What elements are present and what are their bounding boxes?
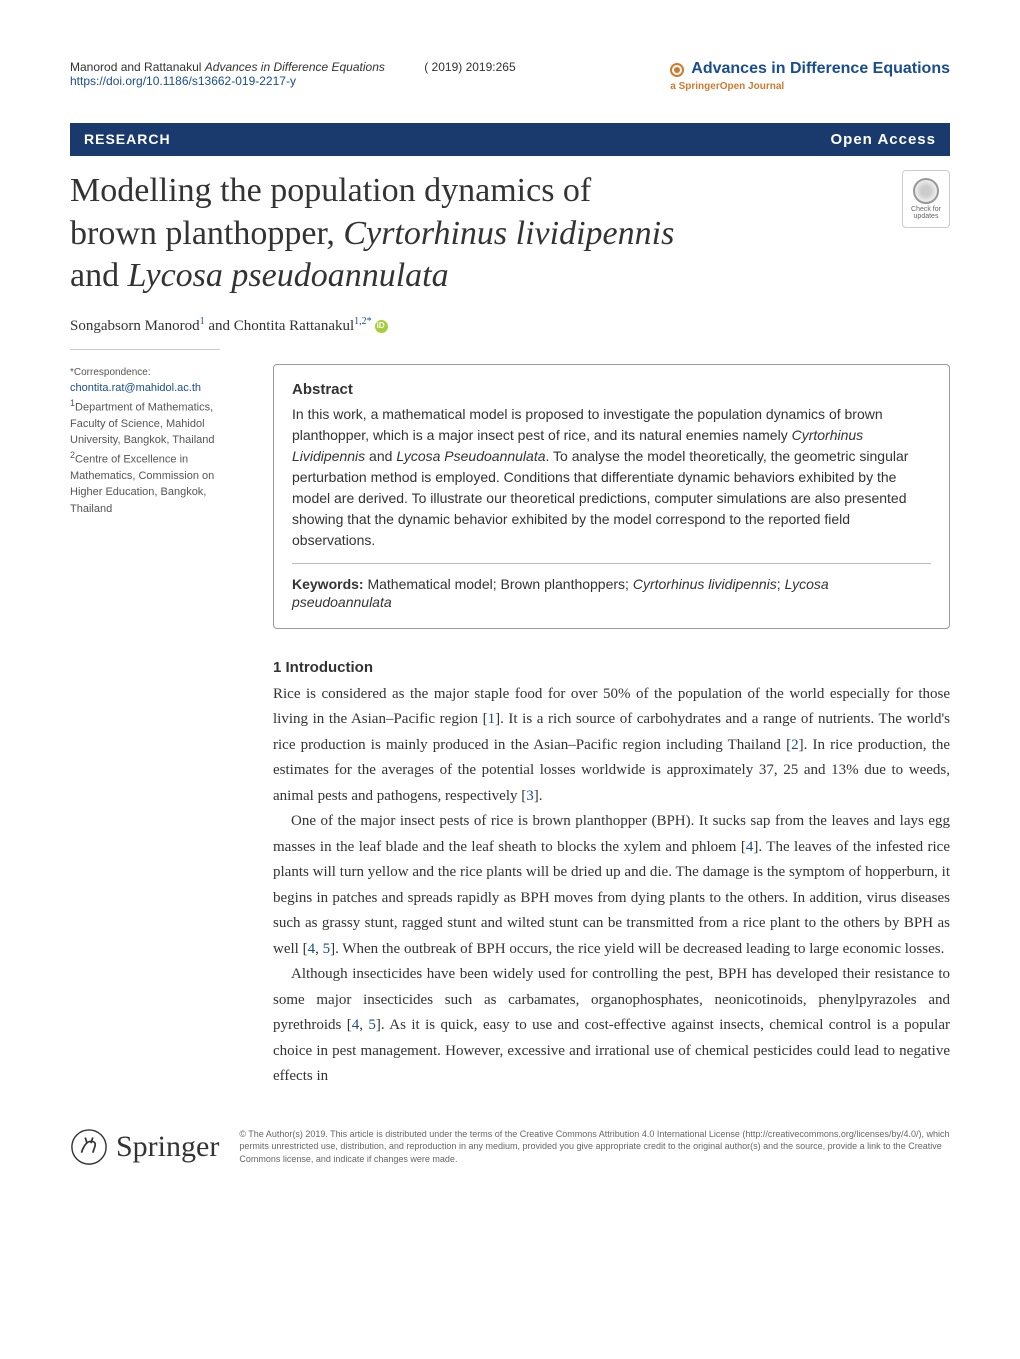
copyright-text: © The Author(s) 2019. This article is di… (239, 1128, 950, 1166)
keywords-text: Mathematical model; Brown planthoppers; … (292, 576, 829, 610)
author-divider (70, 349, 220, 350)
sidebar: *Correspondence: chontita.rat@mahidol.ac… (70, 364, 245, 1090)
banner-open-access: Open Access (831, 131, 937, 148)
journal-name: Advances in Difference Equations (691, 60, 950, 77)
ref-2[interactable]: 2 (791, 737, 799, 753)
abstract-p2: and (365, 448, 396, 464)
journal-tagline: a SpringerOpen Journal (670, 81, 784, 92)
title-line1: Modelling the population dynamics of (70, 172, 591, 209)
author-1: Songabsorn Manorod (70, 318, 200, 334)
title-row: Modelling the population dynamics of bro… (70, 170, 950, 298)
abstract-title: Abstract (292, 381, 931, 398)
springer-horse-icon (70, 1128, 108, 1166)
ref-4b[interactable]: 4 (308, 941, 316, 957)
section-1-title: 1 Introduction (273, 659, 950, 676)
check-updates-badge[interactable]: Check for updates (902, 170, 950, 228)
main-content: Abstract In this work, a mathematical mo… (273, 364, 950, 1090)
journal-icon (670, 63, 684, 77)
title-line3a: and (70, 257, 128, 294)
intro-para-1: Rice is considered as the major staple f… (273, 682, 950, 810)
abstract-text: In this work, a mathematical model is pr… (292, 404, 931, 551)
banner-research: RESEARCH (84, 131, 171, 148)
ref-1[interactable]: 1 (488, 711, 496, 727)
citation-authors: Manorod and Rattanakul (70, 60, 201, 74)
check-updates-line1: Check for (911, 206, 941, 213)
p2b: ]. The leaves of the infested rice plant… (273, 839, 950, 957)
springer-text: Springer (116, 1130, 219, 1164)
doi-link[interactable]: https://doi.org/10.1186/s13662-019-2217-… (70, 74, 296, 88)
footer-row: Springer © The Author(s) 2019. This arti… (70, 1128, 950, 1166)
kw-t1: Mathematical model; Brown planthoppers; (364, 576, 633, 592)
content-row: *Correspondence: chontita.rat@mahidol.ac… (70, 364, 950, 1090)
correspondence-label: *Correspondence: (70, 367, 151, 378)
section-1-body: Rice is considered as the major staple f… (273, 682, 950, 1090)
author-2: Chontita Rattanakul (234, 318, 354, 334)
abstract-box: Abstract In this work, a mathematical mo… (273, 364, 950, 629)
abstract-it2: Lycosa Pseudoannulata (396, 448, 545, 464)
keywords-label: Keywords: (292, 576, 364, 592)
article-title: Modelling the population dynamics of bro… (70, 170, 886, 298)
kw-it1: Cyrtorhinus lividipennis (633, 576, 777, 592)
intro-para-2: One of the major insect pests of rice is… (273, 809, 950, 962)
intro-para-3: Although insecticides have been widely u… (273, 962, 950, 1090)
authors-line: Songabsorn Manorod1 and Chontita Rattana… (70, 316, 950, 335)
citation-journal: Advances in Difference Equations (205, 60, 385, 74)
title-line2b: Cyrtorhinus lividipennis (343, 215, 674, 252)
citation-text: Manorod and Rattanakul Advances in Diffe… (70, 60, 388, 74)
abstract-divider (292, 563, 931, 564)
check-updates-icon (913, 178, 939, 204)
title-line2a: brown planthopper, (70, 215, 343, 252)
header-left: Manorod and Rattanakul Advances in Diffe… (70, 60, 516, 88)
springer-logo: Springer (70, 1128, 219, 1166)
paper-page: Manorod and Rattanakul Advances in Diffe… (0, 0, 1020, 1216)
p1d: ]. (534, 788, 543, 804)
kw-t2: ; (777, 576, 785, 592)
article-banner: RESEARCH Open Access (70, 123, 950, 156)
citation-pub: ( 2019) 2019:265 (424, 60, 515, 74)
title-line3b: Lycosa pseudoannulata (128, 257, 449, 294)
author-2-aff: 1,2* (354, 316, 372, 327)
p2c: , (315, 941, 323, 957)
aff2-text: Centre of Excellence in Mathematics, Com… (70, 453, 214, 515)
correspondence-email[interactable]: chontita.rat@mahidol.ac.th (70, 382, 201, 394)
orcid-icon[interactable] (375, 320, 388, 333)
header-right: Advances in Difference Equations a Sprin… (670, 60, 950, 93)
header-row: Manorod and Rattanakul Advances in Diffe… (70, 60, 950, 93)
ref-5[interactable]: 5 (323, 941, 331, 957)
ref-5b[interactable]: 5 (368, 1017, 376, 1033)
aff1-text: Department of Mathematics, Faculty of Sc… (70, 401, 215, 446)
author-sep: and (205, 318, 234, 334)
ref-3[interactable]: 3 (526, 788, 534, 804)
p2d: ]. When the outbreak of BPH occurs, the … (330, 941, 944, 957)
check-updates-line2: updates (914, 213, 939, 220)
